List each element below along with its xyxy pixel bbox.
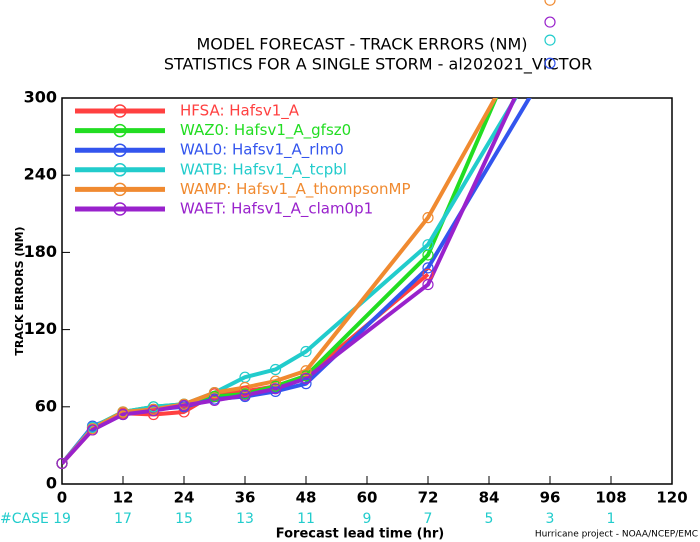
data-point [147, 401, 160, 413]
data-point [208, 387, 221, 399]
data-point [422, 212, 434, 224]
data-point [269, 375, 282, 387]
data-point [269, 383, 282, 395]
legend-label: HFSA: Hafsv1_A [180, 102, 300, 121]
data-point [422, 239, 434, 251]
data-point [544, 57, 556, 69]
legend-marker [113, 163, 127, 177]
series-line [62, 98, 518, 465]
legend-label: WAMP: Hafsv1_A_thompsonMP [180, 180, 411, 199]
x-tick-label: 60 [357, 489, 378, 507]
chart-subtitle: STATISTICS FOR A SINGLE STORM - al202021… [164, 55, 592, 75]
y-tick-label: 240 [24, 165, 57, 184]
data-point [300, 345, 312, 358]
data-point [86, 424, 99, 436]
y-tick-label: 300 [24, 88, 57, 107]
x-tick-label: 48 [296, 489, 317, 507]
x-tick-label: 84 [479, 489, 500, 507]
series-line [62, 272, 430, 465]
y-tick-label: 180 [24, 242, 57, 261]
legend-label: WAZ0: Hafsv1_A_gfsz0 [180, 121, 351, 140]
x-tick-label: 24 [174, 489, 195, 507]
x-tick-label: 108 [595, 489, 626, 507]
x-tick-label: 120 [656, 489, 687, 507]
footer: Hurricane project - NOAA/NCEP/EMC [535, 530, 698, 540]
data-point [208, 390, 221, 403]
data-point [544, 34, 556, 46]
legend-label: WATB: Hafsv1_A_tcpbl [180, 160, 347, 179]
data-point [300, 370, 312, 382]
chart-title: MODEL FORECAST - TRACK ERRORS (NM) [196, 35, 527, 54]
x-tick-label: 72 [418, 489, 439, 507]
y-tick-label: 120 [24, 319, 57, 338]
x-axis-label: Forecast lead time (hr) [276, 527, 444, 542]
series-line [62, 98, 517, 465]
data-point [544, 16, 556, 28]
case-count: 7 [424, 511, 433, 527]
data-point [147, 405, 160, 417]
case-count: 1 [607, 511, 616, 527]
legend-marker [113, 143, 127, 157]
x-tick-label: 96 [540, 489, 561, 507]
data-point [117, 408, 129, 421]
x-tick-label: 0 [57, 489, 67, 507]
plot-frame [61, 97, 673, 485]
data-point [56, 457, 68, 470]
case-count: 9 [363, 511, 372, 527]
y-tick-label: 0 [46, 474, 57, 493]
case-count: 15 [175, 511, 193, 527]
data-point [117, 406, 129, 418]
data-point [239, 381, 251, 394]
legend-marker [113, 104, 127, 118]
case-count: 19 [53, 511, 71, 527]
case-count: 11 [297, 511, 315, 527]
data-point [178, 399, 190, 412]
x-tick-label: 36 [235, 489, 256, 507]
data-point [239, 385, 251, 397]
data-point [269, 363, 282, 376]
data-point [147, 408, 160, 421]
x-tick-label: 12 [113, 489, 134, 507]
data-point [300, 365, 312, 377]
data-point [178, 406, 190, 418]
data-point [300, 378, 312, 390]
y-tick-label: 60 [35, 396, 57, 415]
legend-marker [113, 202, 127, 216]
case-count: 13 [236, 511, 254, 527]
data-point [269, 380, 282, 392]
data-point [544, 0, 556, 6]
data-point [208, 394, 221, 406]
legend-marker [113, 123, 127, 138]
case-count: 17 [114, 511, 132, 527]
data-point [422, 262, 434, 274]
case-count: 5 [485, 511, 494, 527]
y-axis-label: TRACK ERRORS (NM) [13, 226, 26, 355]
case-count: 3 [546, 511, 555, 527]
data-point [239, 389, 251, 401]
legend-label: WAL0: Hafsv1_A_rlm0 [180, 141, 344, 160]
data-point [422, 278, 434, 291]
case-label: #CASE [0, 511, 49, 527]
data-point [300, 372, 312, 385]
legend-label: WAET: Hafsv1_A_clam0p1 [180, 200, 373, 219]
legend-marker [113, 182, 127, 197]
